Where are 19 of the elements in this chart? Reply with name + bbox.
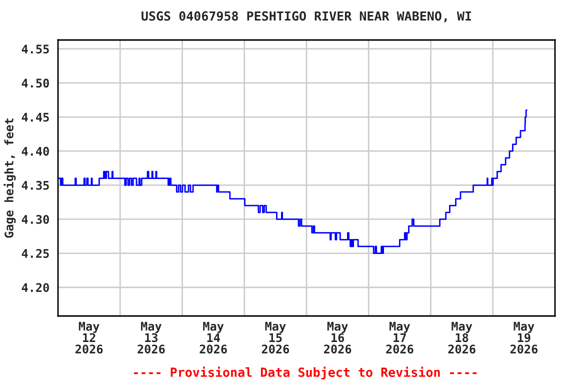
text: ---- Provisional Data Subject to Revision ----: [134, 366, 477, 380]
y-axis-title: Gage height, feet: [4, 118, 16, 238]
y-tick-label: 4.45: [22, 112, 49, 122]
x-tick-label: May 19 2026: [510, 322, 538, 354]
y-tick-label: 4.25: [22, 249, 49, 258]
x-tick-label: May 12 2026: [76, 322, 103, 354]
x-tick-label: May 13 2026: [138, 322, 165, 354]
y-tick-label: 4.30: [22, 214, 49, 224]
x-tick-label: May 14 2026: [200, 322, 227, 354]
y-tick-label: 4.40: [22, 146, 49, 156]
y-tick-label: 4.20: [22, 283, 49, 292]
y-tick-label: 4.35: [22, 180, 49, 190]
y-tick-label: 4.55: [22, 44, 49, 54]
x-tick-label: May 17 2026: [386, 322, 414, 354]
x-tick-label: May 18 2026: [448, 322, 476, 354]
x-tick-label: May 15 2026: [262, 322, 290, 354]
y-tick-label: 4.50: [22, 78, 49, 88]
x-tick-label: May 16 2026: [324, 322, 352, 354]
chart-title: USGS 04067958 PESHTIGO RIVER NEAR WABENO, WI: [142, 11, 472, 22]
